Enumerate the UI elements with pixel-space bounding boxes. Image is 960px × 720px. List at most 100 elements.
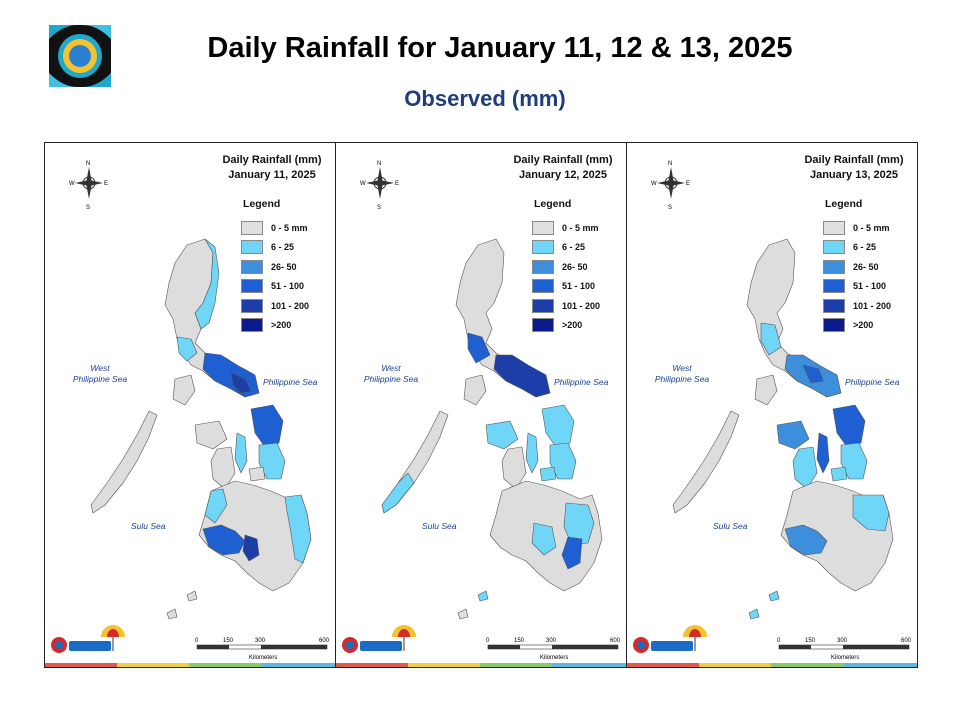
scale-tick: 0 [195, 638, 199, 644]
legend-label: 6 - 25 [271, 242, 295, 253]
legend-label: 51 - 100 [271, 281, 305, 292]
panel-title: Daily Rainfall (mm) January 13, 2025 [799, 153, 909, 183]
sea-label-west: West Philippine Sea [363, 363, 419, 384]
legend-item: 0 - 5 mm [823, 218, 891, 238]
stripe [480, 663, 552, 667]
sea-label-sulu: Sulu Sea [131, 521, 166, 531]
legend-item: 101 - 200 [823, 296, 891, 316]
stripe [189, 663, 261, 667]
legend-label: 51 - 100 [562, 281, 596, 292]
stripe [336, 663, 408, 667]
legend-title: Legend [243, 198, 281, 210]
legend-label: 6 - 25 [853, 242, 877, 253]
compass-s-label: S [86, 205, 90, 211]
scale-bar: 0 150 300 600 Kilometers [486, 638, 621, 661]
stripe [771, 663, 843, 667]
legend-item: 51 - 100 [241, 277, 309, 297]
legend-label: 101 - 200 [562, 300, 601, 311]
stripe [261, 663, 335, 667]
scale-unit: Kilometers [540, 655, 568, 661]
legend-item: >200 [241, 316, 309, 336]
compass-e-label: E [104, 181, 108, 187]
compass-rose-icon: N S W E [360, 161, 399, 211]
compass-rose-icon: N S W E [69, 161, 108, 211]
legend-item: 6 - 25 [823, 238, 891, 258]
legend-item: 26- 50 [241, 257, 309, 277]
sea-label-west: West Philippine Sea [72, 363, 128, 384]
legend-item: 0 - 5 mm [241, 218, 309, 238]
map-panel-jan-13: N S W E Daily Rainfall (mm) January 13, … [626, 142, 918, 668]
sea-label-east: Philippine Sea [554, 377, 609, 387]
legend-label: 26- 50 [271, 261, 297, 272]
panel-title: Daily Rainfall (mm) January 11, 2025 [217, 153, 327, 183]
legend-swatch [532, 279, 554, 294]
legend-swatch [823, 279, 845, 294]
scale-unit: Kilometers [249, 655, 277, 661]
pagasa-logo [51, 625, 125, 653]
map-panel-jan-12: N S W E Daily Rainfall (mm) January 12, … [335, 142, 627, 668]
stripe [627, 663, 699, 667]
scale-tick: 0 [777, 638, 781, 644]
legend-swatch [823, 298, 845, 313]
legend-swatch [532, 298, 554, 313]
legend-swatch [823, 240, 845, 255]
legend-swatch [241, 318, 263, 333]
scale-bar: 0 150 300 600 Kilometers [777, 638, 912, 661]
pagasa-logo [342, 625, 416, 653]
legend-swatch [532, 318, 554, 333]
map-panel-jan-11: N S W E Daily Rainfall (mm) January 11, … [44, 142, 336, 668]
compass-e-label: E [686, 181, 690, 187]
scale-tick: 600 [901, 638, 912, 644]
legend-swatch [823, 259, 845, 274]
legend-item: 0 - 5 mm [532, 218, 600, 238]
legend-swatch [241, 240, 263, 255]
legend-item: 26- 50 [823, 257, 891, 277]
legend-item: 51 - 100 [532, 277, 600, 297]
stripe [117, 663, 189, 667]
legend-item: 26- 50 [532, 257, 600, 277]
sea-label-west: West Philippine Sea [654, 363, 710, 384]
philippines-map [672, 238, 894, 620]
legend-swatch [823, 220, 845, 235]
map-panels: N S W E Daily Rainfall (mm) January 11, … [44, 142, 920, 668]
compass-s-label: S [377, 205, 381, 211]
page-subtitle: Observed (mm) [404, 86, 566, 111]
compass-w-label: W [360, 181, 366, 187]
compass-n-label: N [86, 161, 90, 167]
scale-unit: Kilometers [831, 655, 859, 661]
legend-label: >200 [562, 320, 583, 331]
legend-item: >200 [823, 316, 891, 336]
legend-swatch [823, 318, 845, 333]
sea-label-east: Philippine Sea [263, 377, 318, 387]
panel-title-line1: Daily Rainfall (mm) [804, 154, 904, 166]
scale-tick: 600 [319, 638, 330, 644]
legend-swatch [241, 259, 263, 274]
legend-title: Legend [534, 198, 572, 210]
compass-n-label: N [668, 161, 672, 167]
scale-bar: 0 150 300 600 Kilometers [195, 638, 330, 661]
legend-swatch [532, 259, 554, 274]
legend-label: 101 - 200 [853, 300, 892, 311]
stripe [843, 663, 917, 667]
philippines-map [90, 238, 312, 620]
legend: Legend 0 - 5 mm 6 - 25 26- 50 51 - 100 1… [241, 198, 309, 335]
philippines-map [381, 238, 603, 620]
legend-label: 26- 50 [562, 261, 588, 272]
scale-tick: 300 [255, 638, 266, 644]
sea-label-east: Philippine Sea [845, 377, 900, 387]
legend: Legend 0 - 5 mm 6 - 25 26- 50 51 - 100 1… [532, 198, 600, 335]
scale-tick: 150 [805, 638, 816, 644]
scale-tick: 150 [514, 638, 525, 644]
agency-logo [49, 25, 111, 87]
legend-label: 6 - 25 [562, 242, 586, 253]
compass-n-label: N [377, 161, 381, 167]
legend-swatch [241, 220, 263, 235]
legend-swatch [241, 298, 263, 313]
legend-label: 101 - 200 [271, 300, 310, 311]
compass-rose-icon: N S W E [651, 161, 690, 211]
panel-date: January 13, 2025 [809, 169, 899, 181]
panel-date: January 11, 2025 [228, 169, 316, 181]
legend: Legend 0 - 5 mm 6 - 25 26- 50 51 - 100 1… [823, 198, 891, 335]
legend-title: Legend [825, 198, 863, 210]
panel-title-line1: Daily Rainfall (mm) [513, 154, 613, 166]
